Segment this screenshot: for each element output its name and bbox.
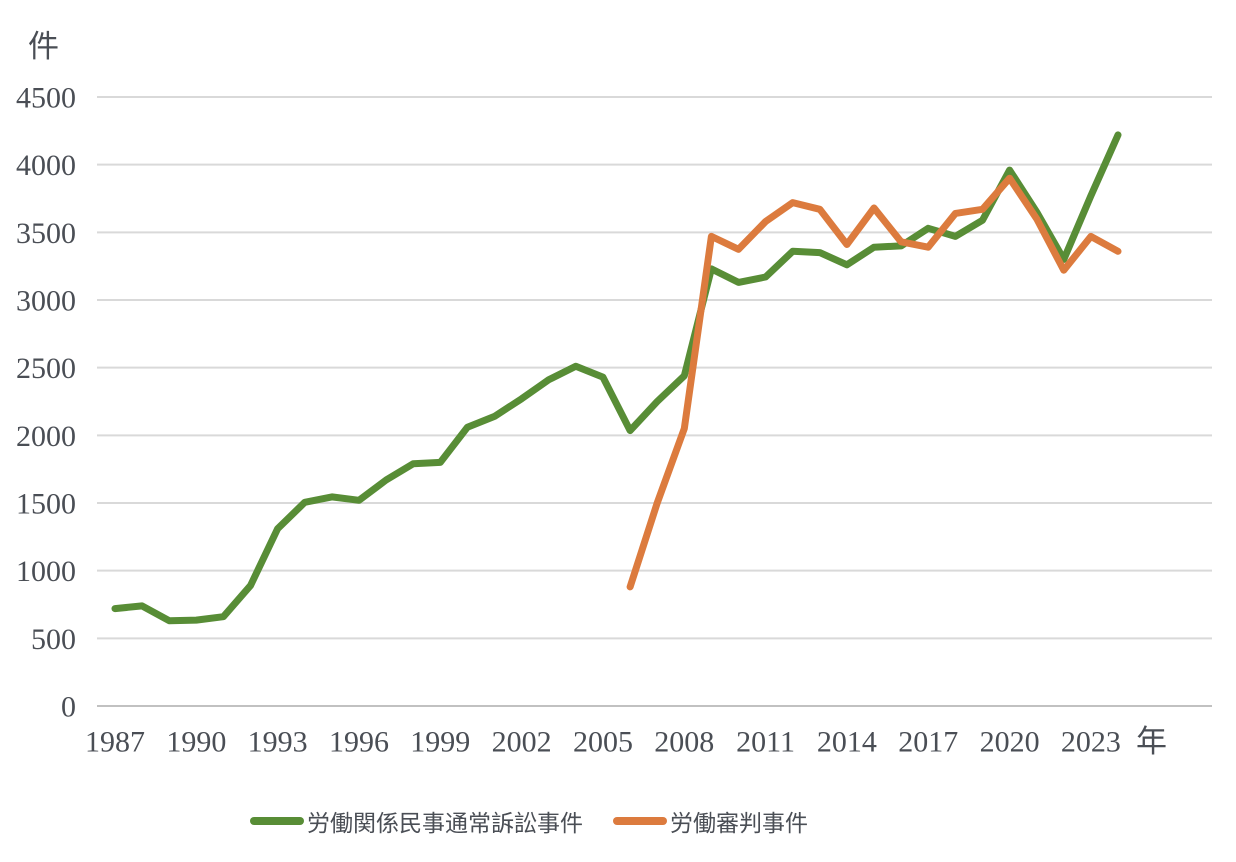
y-tick-label: 2000: [16, 420, 76, 453]
legend-item-litigation: 労働関係民事通常訴訟事件: [250, 806, 583, 836]
y-tick-label: 1500: [16, 488, 76, 521]
x-tick-label: 1987: [85, 726, 145, 759]
y-tick-label: 4000: [16, 149, 76, 182]
x-tick-label: 2002: [492, 726, 552, 759]
x-tick-label: 2023: [1061, 726, 1121, 759]
series-line-1: [626, 174, 1122, 591]
x-tick-label: 2014: [817, 726, 877, 759]
y-tick-label: 2500: [16, 352, 76, 385]
legend-swatch-orange-line: [613, 817, 667, 825]
y-tick-label: 3500: [16, 217, 76, 250]
x-tick-label: 1999: [410, 726, 470, 759]
y-axis-unit-label: 件: [28, 29, 59, 64]
x-tick-label: 2005: [573, 726, 633, 759]
x-tick-label: 1990: [166, 726, 226, 759]
x-tick-label: 2020: [980, 726, 1040, 759]
y-tick-label: 1000: [16, 555, 76, 588]
legend-label-tribunal: 労働審判事件: [670, 811, 808, 836]
y-tick-label: 3000: [16, 285, 76, 318]
y-tick-label: 500: [31, 623, 76, 656]
x-tick-label: 2017: [898, 726, 958, 759]
x-tick-label: 1996: [329, 726, 389, 759]
legend-swatch-green-line: [250, 817, 304, 825]
y-tick-label: 4500: [16, 82, 76, 115]
legend-label-litigation: 労働関係民事通常訴訟事件: [307, 811, 583, 836]
x-tick-label: 2008: [654, 726, 714, 759]
x-axis-unit-label: 年: [1136, 724, 1167, 759]
y-tick-label: 0: [61, 691, 76, 724]
legend-item-tribunal: 労働審判事件: [613, 806, 808, 836]
x-tick-label: 2011: [736, 726, 795, 759]
x-tick-label: 1993: [248, 726, 308, 759]
series-line-0: [111, 131, 1122, 625]
